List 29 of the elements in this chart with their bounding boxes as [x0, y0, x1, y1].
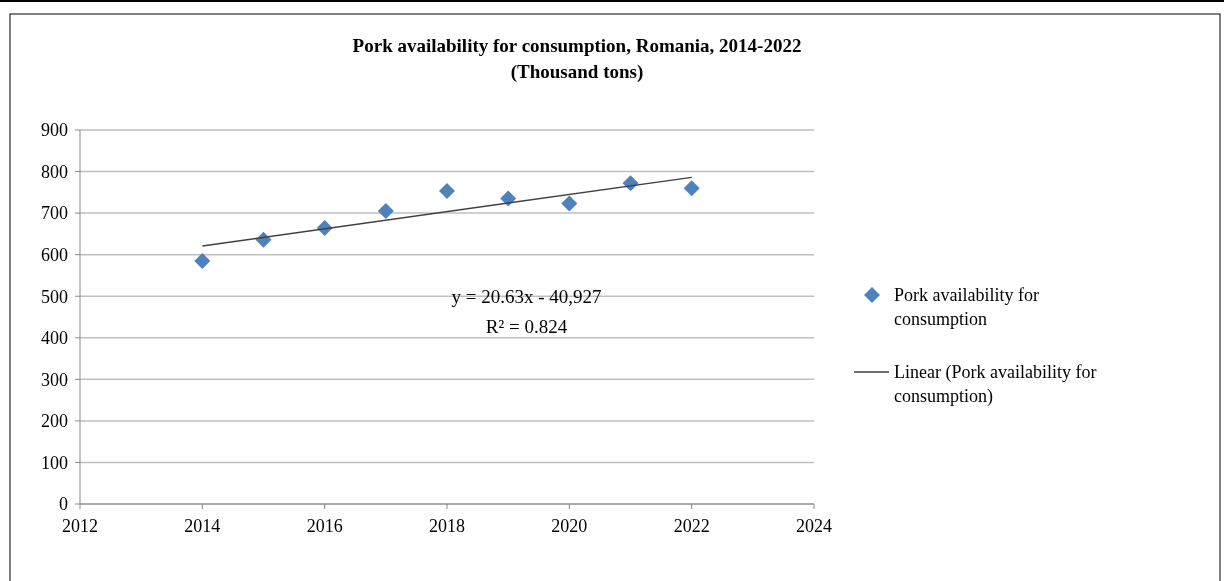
- annotation: R² = 0.824: [485, 315, 568, 337]
- x-tick-label: 2012: [62, 516, 98, 536]
- x-tick-label: 2020: [551, 516, 588, 536]
- point: [561, 195, 578, 212]
- y-tick-label: 600: [41, 244, 68, 265]
- chart-title: Pork availability for consumption, Romania, 2014-2022: [352, 35, 802, 56]
- x-tick-label: 2018: [429, 516, 465, 536]
- x-tick-label: 2016: [306, 516, 343, 536]
- y-tick-label: 0: [59, 494, 68, 515]
- y-tick-label: 300: [41, 369, 68, 390]
- point: [377, 203, 394, 220]
- y-tick-label: 200: [41, 411, 68, 432]
- point: [439, 183, 455, 200]
- x-tick-label: 2022: [673, 516, 710, 536]
- legend-label: Linear (Pork availability for consumption): [894, 362, 1097, 407]
- y-tick-label: 800: [41, 161, 68, 182]
- point: [683, 180, 700, 197]
- point: [194, 252, 211, 269]
- y-tick-label: 100: [41, 452, 68, 473]
- y-tick-label: 400: [41, 328, 68, 349]
- chart-subtitle: (Thousand tons): [510, 61, 644, 83]
- x-tick-label: 2014: [184, 516, 221, 536]
- y-tick-label: 500: [41, 286, 68, 307]
- y-tick-label: 900: [41, 120, 68, 141]
- annotation: y = 20.63x - 40,927: [451, 285, 602, 307]
- x-tick-label: 2024: [796, 516, 832, 536]
- legend-label: Pork availability for consumption: [894, 285, 1039, 329]
- y-tick-label: 700: [41, 203, 68, 224]
- point: [500, 190, 517, 207]
